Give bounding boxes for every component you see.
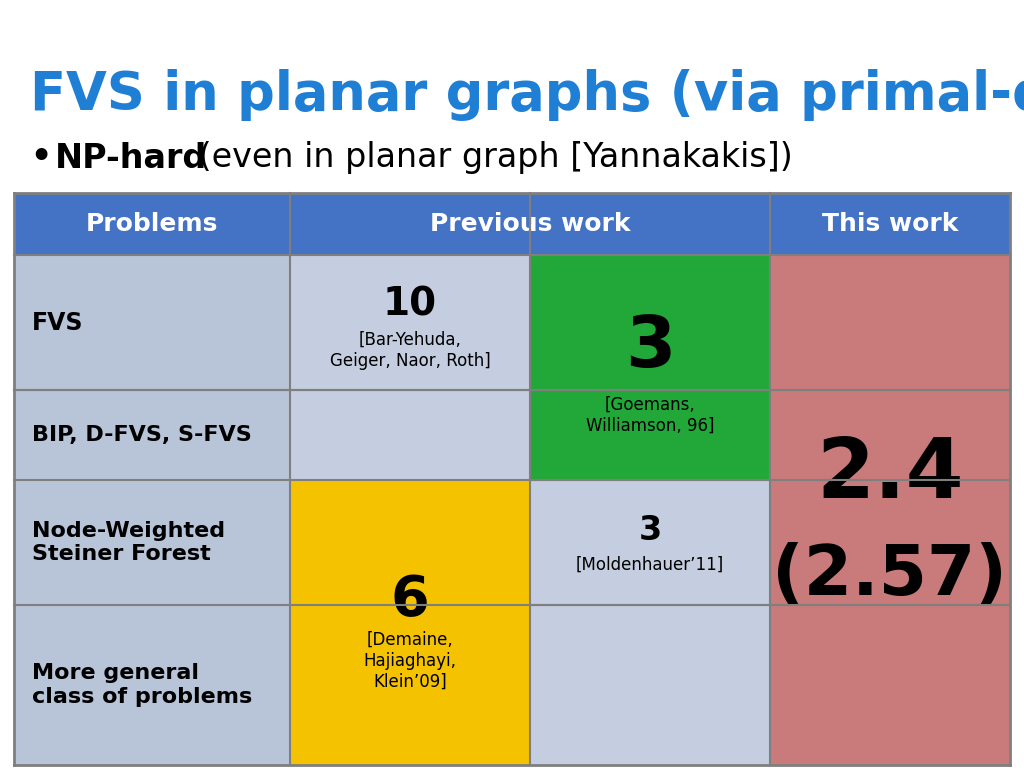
Text: Previous work: Previous work (430, 212, 630, 236)
Text: [Goemans,
Williamson, 96]: [Goemans, Williamson, 96] (586, 396, 715, 435)
Bar (770, 255, 1010, 765)
Bar (530, 255, 770, 480)
Bar (290, 255, 530, 390)
Bar (530, 605, 770, 765)
Bar (14, 605, 290, 765)
Text: This work: This work (822, 212, 958, 236)
Bar (290, 480, 530, 765)
Text: 6: 6 (390, 574, 429, 627)
Text: 3: 3 (625, 313, 675, 382)
Bar (770, 193, 1010, 255)
Bar (14, 390, 290, 480)
Text: NP-hard: NP-hard (55, 141, 207, 174)
Bar (290, 390, 530, 480)
Text: 10: 10 (383, 286, 437, 323)
Bar (530, 480, 770, 605)
Text: FVS in planar graphs (via primal-dual): FVS in planar graphs (via primal-dual) (30, 69, 1024, 121)
Text: Problems: Problems (86, 212, 218, 236)
Text: [Bar-Yehuda,
Geiger, Naor, Roth]: [Bar-Yehuda, Geiger, Naor, Roth] (330, 331, 490, 370)
Text: Node-Weighted
Steiner Forest: Node-Weighted Steiner Forest (32, 521, 225, 564)
Bar (14, 255, 290, 390)
Text: BIP, D-FVS, S-FVS: BIP, D-FVS, S-FVS (32, 425, 252, 445)
Text: [Moldenhauer’11]: [Moldenhauer’11] (575, 555, 724, 574)
Text: •: • (30, 141, 51, 174)
Bar (14, 480, 290, 605)
Text: 2.4: 2.4 (816, 435, 964, 515)
Text: FVS: FVS (32, 310, 84, 335)
Text: More general
class of problems: More general class of problems (32, 664, 252, 707)
Bar (290, 193, 770, 255)
Text: 3: 3 (638, 514, 662, 547)
Text: (2.57): (2.57) (772, 541, 1008, 608)
Text: [Demaine,
Hajiaghayi,
Klein’09]: [Demaine, Hajiaghayi, Klein’09] (364, 631, 457, 690)
Bar (14, 193, 290, 255)
Text: (even in planar graph [Yannakakis]): (even in planar graph [Yannakakis]) (188, 141, 793, 174)
